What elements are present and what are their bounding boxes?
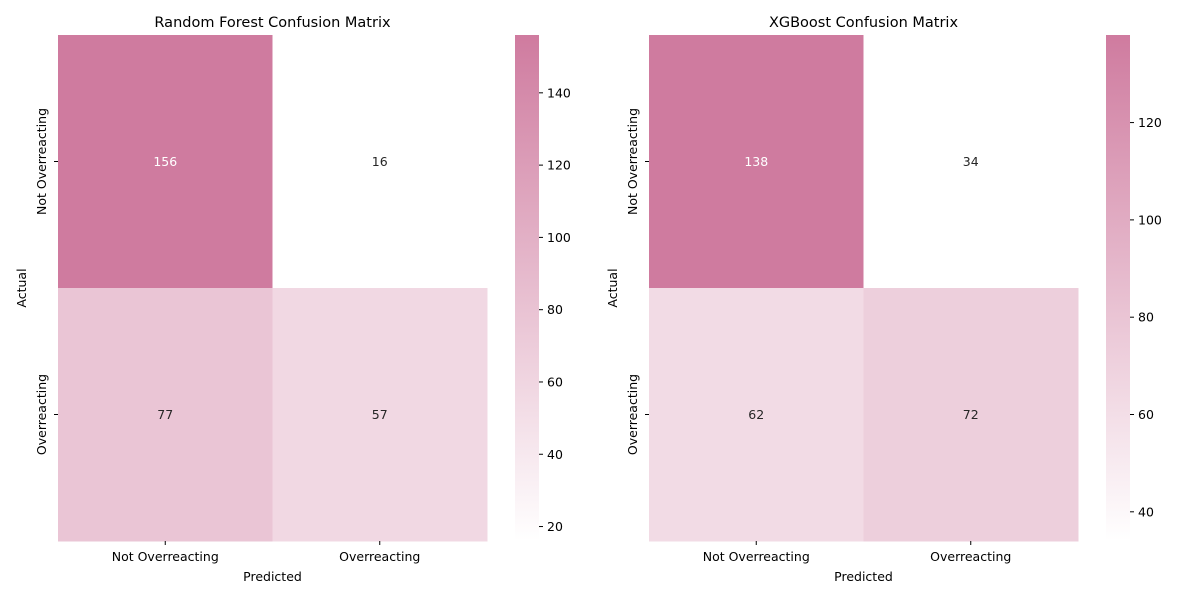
y-tick-label: Overreacting — [625, 374, 640, 455]
heatmap-panel-1: 156 16 77 57 Random Forest Confusion Matrix N… — [14, 15, 571, 584]
colorbar-tick-label: 100 — [1138, 212, 1162, 227]
colorbar-tick-label: 40 — [547, 447, 563, 462]
cell-value-label: 34 — [963, 154, 979, 169]
cell-value-label: 57 — [372, 407, 388, 422]
heatmap-cell — [58, 288, 273, 542]
colorbar-tick-label: 40 — [1138, 504, 1154, 519]
colorbar-tick-label: 60 — [547, 374, 563, 389]
colorbar-tick-label: 140 — [547, 85, 571, 100]
x-tick-label: Not Overreacting — [703, 549, 810, 564]
heatmap-cell — [58, 35, 273, 289]
y-tick-label: Not Overreacting — [34, 108, 49, 215]
colorbar-tick-label: 120 — [1138, 115, 1162, 130]
cell-value-label: 138 — [744, 154, 768, 169]
y-axis-label: Actual — [605, 268, 620, 307]
x-tick-label: Overreacting — [339, 549, 420, 564]
colorbar-tick-label: 20 — [547, 519, 563, 534]
x-tick-label: Overreacting — [930, 549, 1011, 564]
heatmap-cell — [649, 35, 864, 289]
heatmap-cell — [272, 35, 488, 289]
heatmap-cell — [863, 35, 1079, 289]
cell-value-label: 62 — [748, 407, 764, 422]
x-tick-label: Not Overreacting — [112, 549, 219, 564]
colorbar-tick-label: 80 — [1138, 310, 1154, 325]
colorbar — [515, 35, 539, 541]
chart-title: XGBoost Confusion Matrix — [769, 15, 959, 31]
x-axis-label: Predicted — [834, 569, 893, 584]
x-axis-label: Predicted — [243, 569, 302, 584]
heatmap-cell — [272, 288, 488, 542]
heatmap-cell — [649, 288, 864, 542]
colorbar-tick-label: 100 — [547, 230, 571, 245]
chart-title: Random Forest Confusion Matrix — [154, 15, 391, 31]
y-tick-label: Overreacting — [34, 374, 49, 455]
colorbar-tick-label: 80 — [547, 302, 563, 317]
cell-value-label: 156 — [153, 154, 177, 169]
colorbar-tick-label: 120 — [547, 158, 571, 173]
colorbar — [1106, 35, 1130, 541]
cell-value-label: 72 — [963, 407, 979, 422]
cell-value-label: 16 — [372, 154, 388, 169]
cell-value-label: 77 — [157, 407, 173, 422]
colorbar-tick-label: 60 — [1138, 407, 1154, 422]
heatmap-cell — [863, 288, 1079, 542]
y-axis-label: Actual — [14, 268, 29, 307]
heatmap-panel-2: 138 34 62 72 XGBoost Confusion Matrix Not Ove… — [605, 15, 1162, 584]
y-tick-label: Not Overreacting — [625, 108, 640, 215]
